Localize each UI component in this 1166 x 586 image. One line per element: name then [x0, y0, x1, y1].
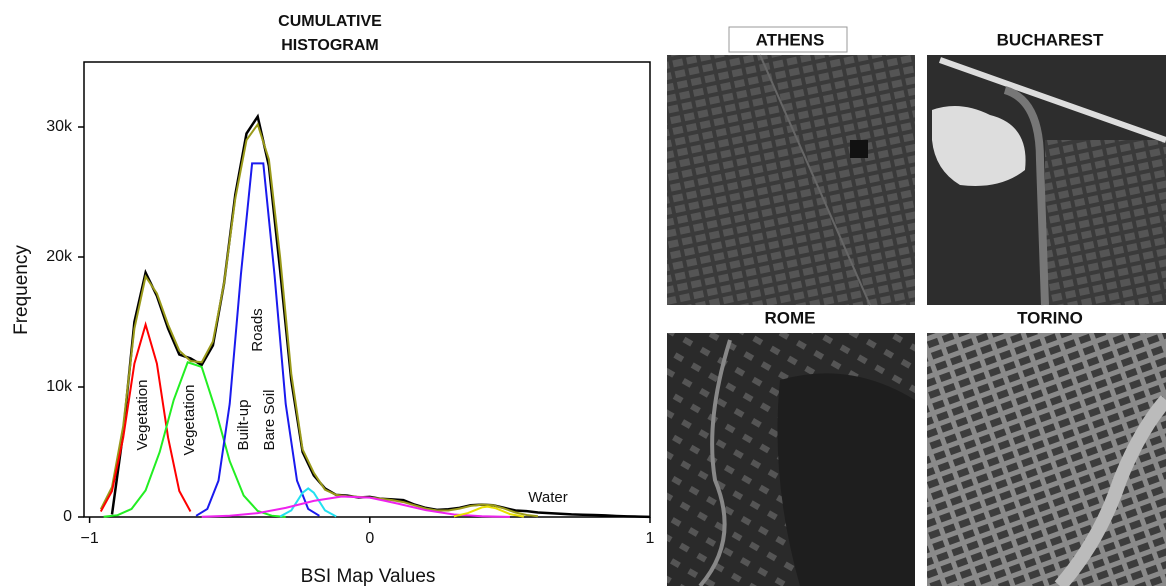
series-line	[99, 122, 539, 518]
annotation: Vegetation	[181, 385, 198, 456]
panel-rome: ROME	[667, 308, 915, 586]
river	[698, 339, 732, 586]
y-tick-label: 0	[63, 508, 72, 525]
panel-label: ATHENS	[756, 30, 825, 49]
annotation: Bare Soil	[261, 390, 278, 451]
bright-area	[932, 106, 1026, 186]
series-line	[279, 487, 337, 518]
y-axis-label: Frequency	[11, 245, 32, 335]
series-line	[453, 505, 525, 518]
x-tick-label: 0	[365, 530, 374, 547]
urban-area	[1045, 140, 1166, 305]
y-tick-label: 20k	[46, 248, 73, 265]
annotation: Water	[528, 489, 567, 506]
annotation: Built-up	[235, 400, 252, 451]
y-tick-label: 10k	[46, 378, 73, 395]
series-line	[103, 361, 286, 518]
x-tick-label: −1	[80, 530, 98, 547]
annotation: Roads	[249, 308, 266, 351]
series-line	[195, 162, 320, 517]
panel-bucharest: BUCHAREST	[927, 30, 1166, 306]
panel-athens: ATHENS	[667, 26, 915, 306]
panel-label: BUCHAREST	[997, 30, 1104, 49]
block	[850, 140, 868, 158]
label-box	[728, 26, 848, 53]
road	[759, 54, 871, 306]
x-axis-label: BSI Map Values	[301, 566, 436, 586]
road	[938, 57, 1166, 143]
canal	[1003, 86, 1049, 306]
river	[1054, 395, 1166, 586]
y-tick-label: 30k	[46, 118, 73, 135]
satellite-image	[667, 55, 915, 305]
series-line	[99, 320, 192, 512]
series-line	[110, 113, 651, 519]
panel-torino: TORINO	[927, 308, 1166, 586]
chart-title: HISTOGRAM	[281, 37, 378, 54]
chart-title: CUMULATIVE	[278, 13, 382, 30]
panel-label: TORINO	[1017, 308, 1083, 327]
annotation: Vegetation	[134, 380, 151, 451]
park	[777, 373, 915, 586]
plot-frame	[83, 61, 651, 518]
panel-label: ROME	[765, 308, 816, 327]
x-tick-label: 1	[646, 530, 655, 547]
